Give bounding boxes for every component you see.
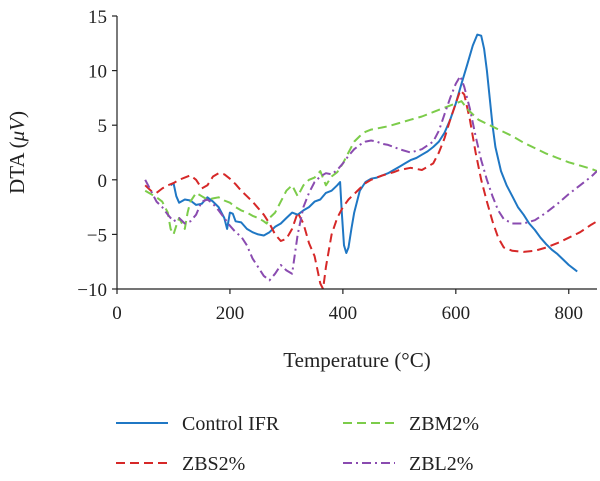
x-tick-label: 0 [112,303,122,324]
axes-layer: 0 200 400 600 800 −10 −5 0 5 10 15 Temperature (°C)… [5,7,597,372]
series-line-4 [144,75,597,282]
x-tick-label: 200 [216,303,245,324]
legend-label-3: ZBM2% [409,413,479,435]
x-tick-label: 400 [329,303,358,324]
series-layer [144,33,597,289]
y-tick-label: 15 [88,7,107,28]
legend: Control IFR ZBM2% ZBS2% ZBL2% [116,413,479,475]
series-line-1 [169,33,578,273]
y-tick-label: 5 [98,116,108,137]
x-tick-label: 800 [555,303,584,324]
y-axis-title-suffix: ) [5,111,29,118]
y-tick-label: 10 [88,62,107,83]
y-tick-label: 0 [98,171,108,192]
y-tick-label: −10 [77,280,107,301]
legend-label-1: Control IFR [182,413,280,435]
y-tick-label: −5 [87,225,107,246]
y-axis-title-prefix: DTA ( [5,141,29,194]
y-axis-title-unit: μV [5,116,29,143]
legend-label-2: ZBS2% [182,453,245,475]
x-tick-label: 600 [442,303,471,324]
series-line-3 [144,100,597,236]
x-axis-title: Temperature (°C) [283,348,430,372]
series-line-2 [144,89,597,289]
y-axis-title: DTA (μV) [5,111,29,194]
legend-label-4: ZBL2% [409,453,473,475]
